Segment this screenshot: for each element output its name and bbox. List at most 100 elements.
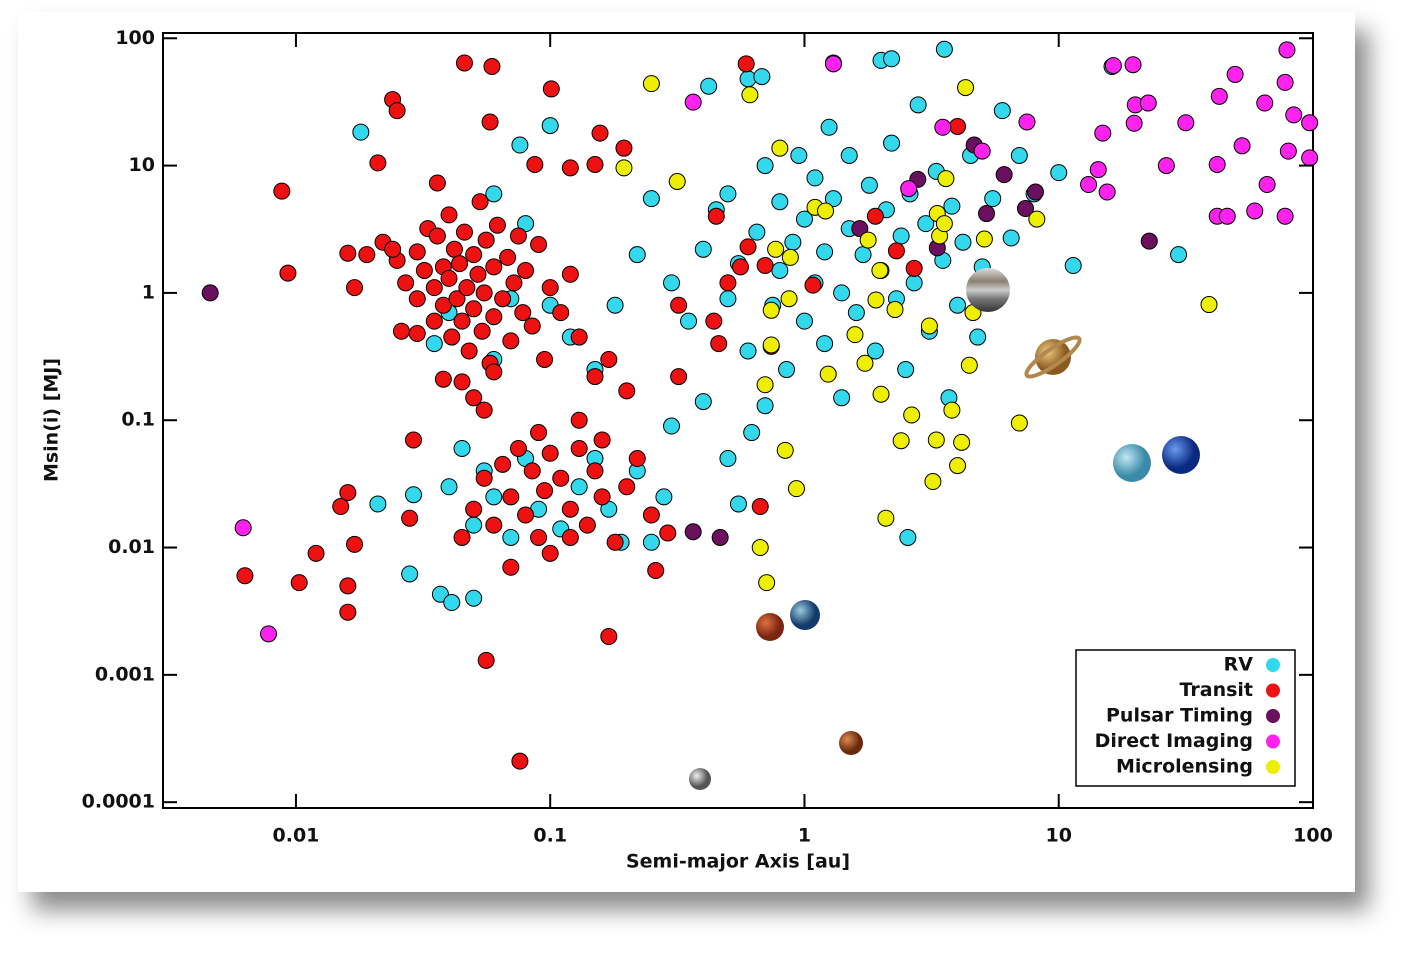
data-point <box>710 335 728 353</box>
data-point <box>903 406 921 424</box>
data-point <box>1210 87 1228 105</box>
data-point <box>523 317 541 335</box>
data-point <box>1050 164 1068 182</box>
data-point <box>684 93 702 111</box>
data-point <box>741 86 759 104</box>
data-point <box>719 185 737 203</box>
jupiter-icon <box>966 268 1010 312</box>
data-point <box>905 274 923 292</box>
data-point <box>833 389 851 407</box>
data-point <box>405 431 423 449</box>
data-point <box>762 336 780 354</box>
points <box>201 40 1319 770</box>
data-point <box>279 264 297 282</box>
data-point <box>408 290 426 308</box>
data-point <box>935 40 953 58</box>
legend-label: Direct Imaging <box>1095 730 1253 752</box>
data-point <box>642 533 660 551</box>
data-point <box>552 469 570 487</box>
data-point <box>465 516 483 534</box>
data-point <box>561 265 579 283</box>
data-point <box>453 439 471 457</box>
data-point <box>892 227 910 245</box>
data-point <box>481 113 499 131</box>
data-point <box>494 455 512 473</box>
data-point <box>408 324 426 342</box>
data-point <box>408 243 426 261</box>
data-point <box>1098 183 1116 201</box>
y-tick-label: 10 <box>129 154 155 176</box>
data-point <box>949 457 967 475</box>
data-point <box>647 562 665 580</box>
data-point <box>586 368 604 386</box>
data-point <box>352 123 370 141</box>
data-point <box>846 326 864 344</box>
data-point <box>1258 176 1276 194</box>
data-point <box>872 385 890 403</box>
data-point <box>502 332 520 350</box>
data-point <box>346 535 364 553</box>
data-point <box>1140 232 1158 250</box>
data-point <box>369 495 387 513</box>
data-point <box>541 444 559 462</box>
data-point <box>628 246 646 264</box>
venus-icon <box>756 613 784 641</box>
data-point <box>847 304 865 322</box>
data-point <box>866 342 884 360</box>
solar-system-planets <box>689 268 1200 790</box>
data-point <box>795 312 813 330</box>
data-point <box>570 478 588 496</box>
data-point <box>866 207 884 225</box>
data-point <box>332 498 350 516</box>
data-point <box>358 246 376 264</box>
data-point <box>384 240 402 258</box>
data-point <box>751 539 769 557</box>
data-point <box>307 544 325 562</box>
data-point <box>1233 137 1251 155</box>
data-point <box>1080 176 1098 194</box>
data-point <box>668 172 686 190</box>
legend-swatch <box>1266 760 1280 774</box>
data-point <box>934 118 952 136</box>
data-point <box>937 170 955 188</box>
data-point <box>530 235 548 253</box>
data-point <box>586 155 604 173</box>
data-point <box>339 244 357 262</box>
data-point <box>485 516 503 534</box>
data-point <box>806 169 824 187</box>
data-point <box>618 382 636 400</box>
data-point <box>924 473 942 491</box>
data-point <box>1157 157 1175 175</box>
data-point <box>401 565 419 583</box>
data-point <box>465 500 483 518</box>
data-point <box>642 75 660 93</box>
data-point <box>1285 106 1303 124</box>
data-point <box>731 258 749 276</box>
legend-label: Pulsar Timing <box>1106 705 1253 727</box>
data-point <box>953 433 971 451</box>
data-point <box>778 361 796 379</box>
data-point <box>1246 202 1264 220</box>
data-point <box>628 450 646 468</box>
data-point <box>705 312 723 330</box>
legend-swatch <box>1266 709 1280 723</box>
legend-swatch <box>1266 683 1280 698</box>
data-point <box>1226 65 1244 83</box>
y-tick-label: 1 <box>142 281 155 303</box>
data-point <box>425 279 443 297</box>
data-point <box>949 117 967 135</box>
data-point <box>1016 200 1034 218</box>
data-point <box>514 304 532 322</box>
data-point <box>739 342 757 360</box>
data-point <box>694 393 712 411</box>
data-point <box>460 342 478 360</box>
data-point <box>1170 246 1188 264</box>
data-point <box>485 488 503 506</box>
data-point <box>877 509 895 527</box>
data-point <box>1124 56 1142 74</box>
data-point <box>570 411 588 429</box>
legend-label: Transit <box>1180 679 1254 701</box>
data-point <box>995 166 1013 184</box>
data-point <box>756 397 774 415</box>
